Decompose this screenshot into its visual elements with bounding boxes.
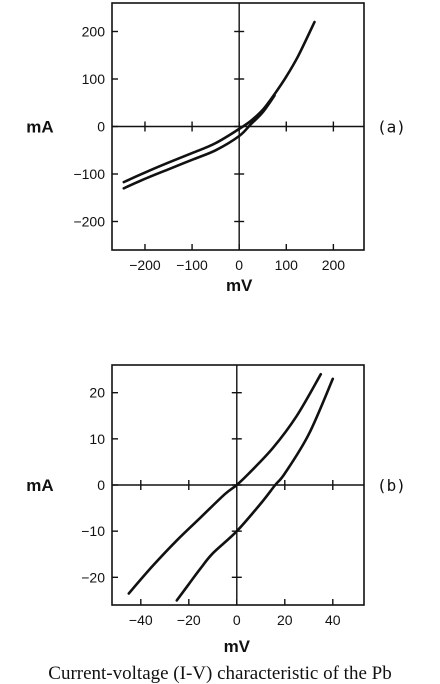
y-tick-label: 200: [82, 24, 106, 40]
x-axis-label: mV: [224, 637, 251, 656]
x-tick-label: −40: [129, 612, 153, 628]
iv-curve-1: [127, 372, 323, 595]
x-tick-label: 100: [275, 257, 299, 273]
iv-curve-2: [175, 377, 335, 602]
x-tick-label: −100: [176, 257, 208, 273]
y-axis-label: mA: [26, 476, 53, 495]
y-tick-label: −100: [73, 166, 105, 182]
figure-caption: Current-voltage (I-V) characteristic of …: [48, 664, 392, 684]
x-tick-label: −20: [177, 612, 201, 628]
y-tick-label: 20: [89, 385, 105, 401]
chart-panel-b: −40 −20 0 20 40 −20 −10 0 10 20 mA mV (b): [26, 364, 406, 656]
iv-curve-1: [122, 20, 316, 184]
y-tick-label: 100: [82, 71, 106, 87]
y-axis-label: mA: [26, 118, 53, 137]
x-axis-label: mV: [226, 276, 253, 295]
x-tick-label: 0: [235, 257, 243, 273]
x-tick-label: 40: [325, 612, 341, 628]
y-tick-label: −200: [73, 214, 105, 230]
x-tick-label: 0: [233, 612, 241, 628]
y-tick-label: 0: [97, 119, 105, 135]
x-tick-label: 20: [277, 612, 293, 628]
y-tick-label: −20: [81, 569, 105, 585]
y-tick-label: 10: [89, 431, 105, 447]
iv-curve-2: [122, 94, 276, 190]
x-tick-label: 200: [322, 257, 346, 273]
chart-panel-a: −200 −100 0 100 200 −200 −100 0 100 200 mA mV (a): [26, 2, 406, 295]
y-tick-label: −10: [81, 523, 105, 539]
y-tick-label: 0: [97, 477, 105, 493]
panel-label: (b): [377, 476, 406, 495]
x-tick-label: −200: [129, 257, 161, 273]
panel-label: (a): [377, 118, 406, 137]
